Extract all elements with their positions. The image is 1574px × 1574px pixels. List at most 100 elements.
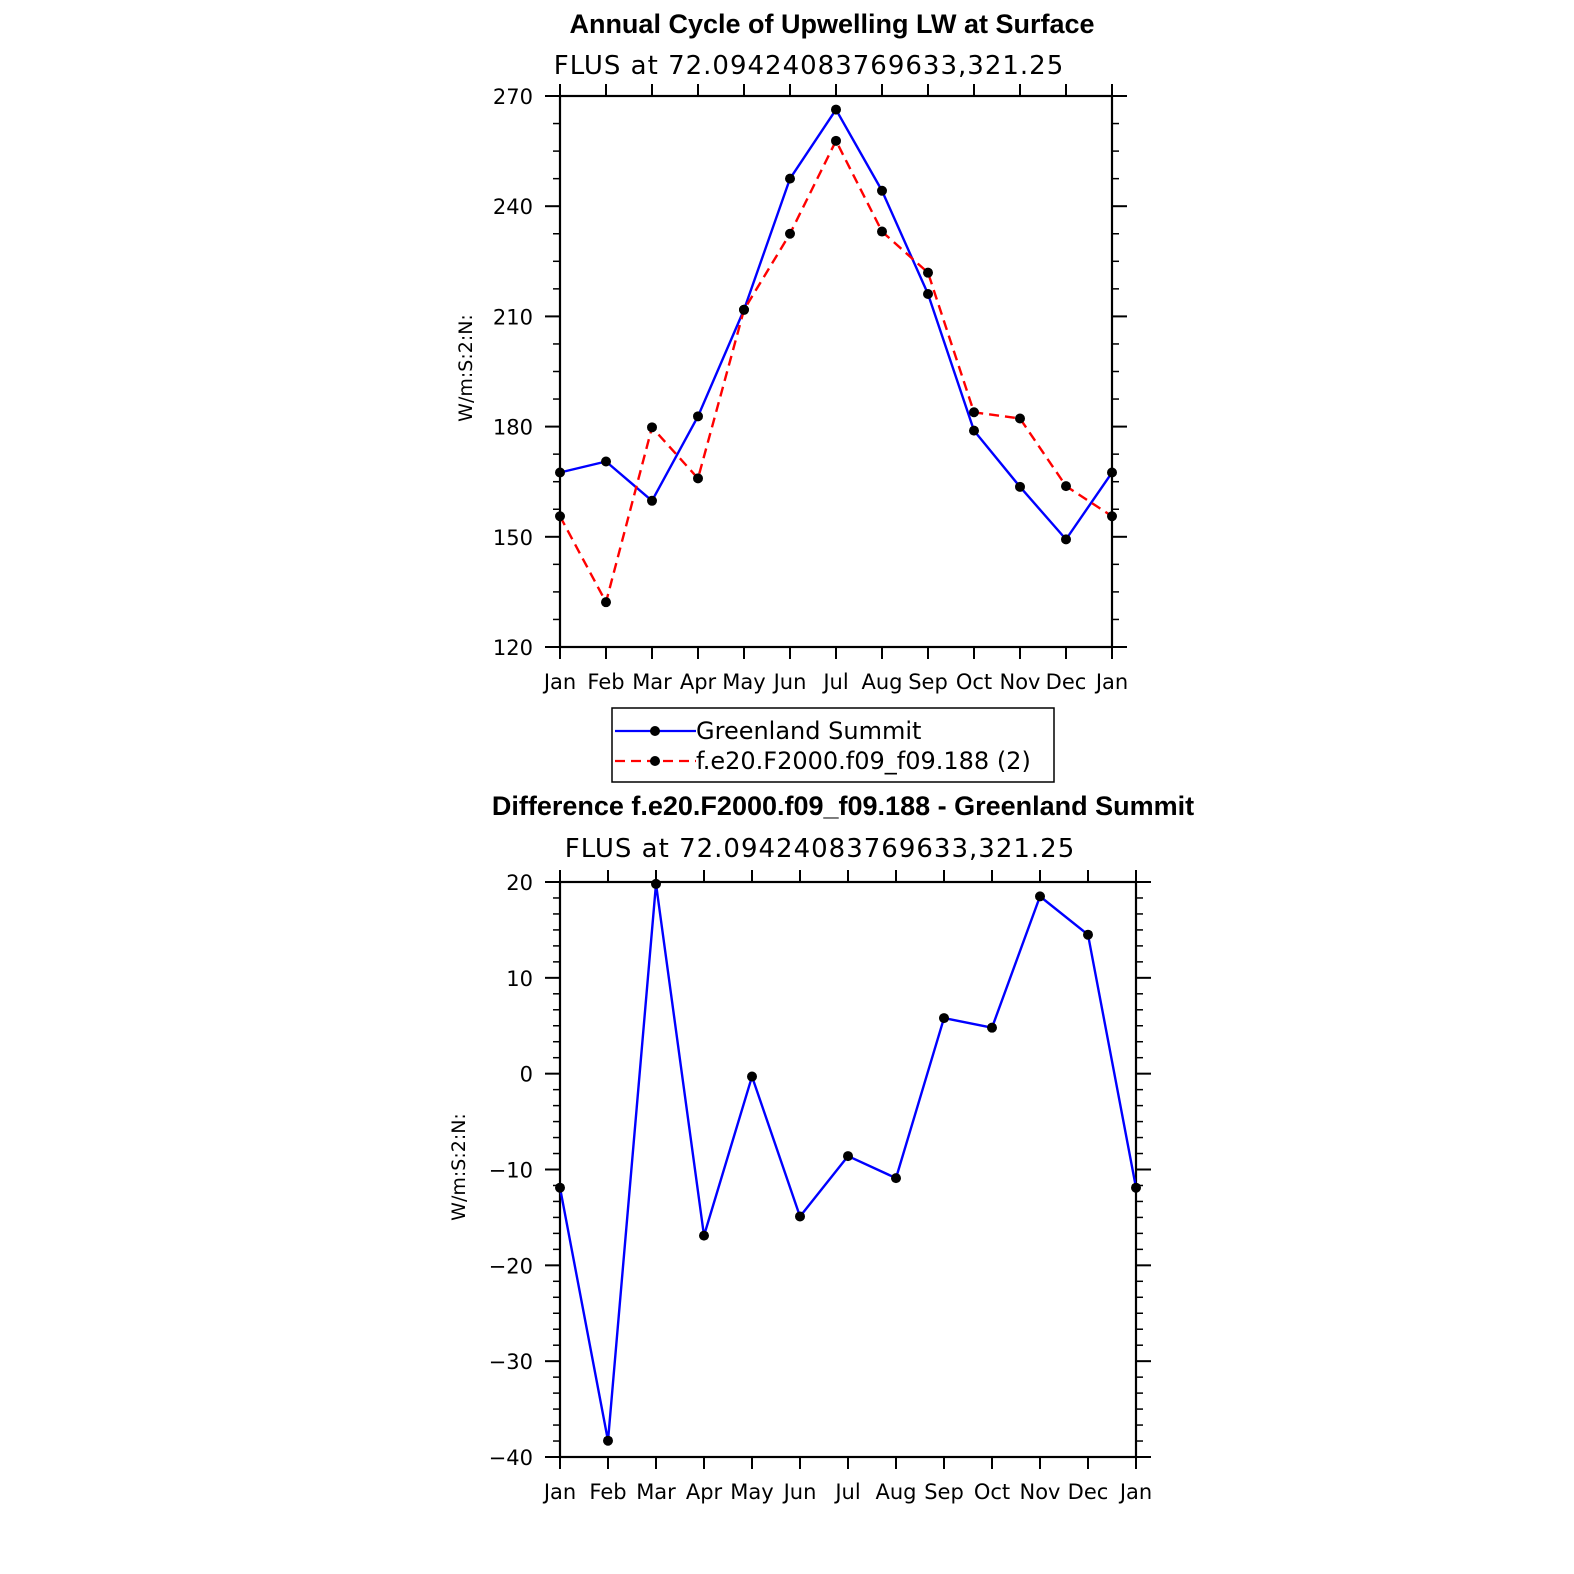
data-point [601, 597, 611, 608]
y-tick-label: 210 [493, 305, 533, 329]
series-group [555, 104, 1117, 608]
y-axis-label: W/m:S:2:N: [448, 1113, 470, 1221]
x-tick-label: Mar [632, 670, 672, 694]
data-point [785, 173, 795, 184]
data-point [795, 1211, 805, 1222]
y-tick-label: 120 [493, 636, 533, 660]
x-tick-label: Apr [680, 670, 717, 694]
x-tick-labels: Jan Feb Mar Apr May Jun Jul Aug Sep Oct Nov Dec Jan [542, 670, 1128, 694]
data-point [555, 1182, 565, 1193]
legend-marker-model [650, 756, 660, 766]
axes [545, 84, 1127, 659]
x-tick-label: Jun [782, 1480, 817, 1504]
y-tick-label: −40 [489, 1446, 533, 1470]
y-tick-label: −10 [489, 1159, 533, 1183]
data-point [969, 425, 979, 436]
data-point [693, 411, 703, 422]
data-point [601, 456, 611, 467]
axes [545, 870, 1151, 1469]
data-point [1061, 534, 1071, 545]
chart-title: Annual Cycle of Upwelling LW at Surface [569, 9, 1094, 39]
x-tick-label: Feb [587, 670, 624, 694]
y-tick-label: 270 [493, 85, 533, 109]
x-tick-label: Jan [1094, 670, 1128, 694]
data-point [923, 267, 933, 278]
data-point [739, 304, 749, 315]
x-tick-label: Aug [861, 670, 902, 694]
data-point [939, 1013, 949, 1024]
plot-frame [558, 880, 1138, 1459]
y-tick-label: 20 [506, 871, 533, 895]
x-tick-label: Nov [1000, 670, 1041, 694]
x-tick-label: Feb [589, 1480, 626, 1504]
x-tick-label: Sep [924, 1480, 964, 1504]
x-tick-label: May [722, 670, 765, 694]
x-tick-label: Nov [1020, 1480, 1061, 1504]
series-line [559, 108, 1113, 541]
x-tick-label: Oct [956, 670, 992, 694]
data-point [1131, 1182, 1141, 1193]
data-point [877, 185, 887, 196]
y-tick-labels: 120 150 180 210 240 270 [493, 85, 533, 660]
x-tick-label: Dec [1068, 1480, 1109, 1504]
x-tick-label: Jun [772, 670, 807, 694]
x-tick-label: Mar [636, 1480, 676, 1504]
x-tick-label: Jul [833, 1480, 860, 1504]
data-point [877, 226, 887, 237]
legend-label-model: f.e20.F2000.f09_f09.188 (2) [696, 747, 1031, 775]
data-point [555, 467, 565, 478]
x-tick-label: Sep [908, 670, 948, 694]
y-tick-label: −30 [489, 1350, 533, 1374]
y-tick-labels: −40 −30 −20 −10 0 10 20 [489, 871, 533, 1470]
y-tick-label: −20 [489, 1254, 533, 1278]
series-line [558, 882, 1138, 1442]
series-line [558, 139, 1113, 604]
legend-label-greenland: Greenland Summit [696, 717, 921, 745]
data-point [843, 1151, 853, 1162]
x-tick-label: Aug [875, 1480, 916, 1504]
data-point [785, 228, 795, 239]
y-tick-label: 0 [520, 1063, 533, 1087]
data-point [651, 878, 661, 889]
data-point [1015, 413, 1025, 424]
x-tick-label: Apr [686, 1480, 723, 1504]
chart-annual-cycle: Annual Cycle of Upwelling LW at Surface … [455, 9, 1128, 783]
legend-marker-greenland [650, 726, 660, 736]
data-point [891, 1173, 901, 1184]
data-point [831, 104, 841, 115]
x-tick-label: Jan [542, 670, 576, 694]
chart-subtitle: FLUS at 72.09424083769633,321.25 [565, 834, 1076, 864]
data-point [923, 288, 933, 299]
x-tick-label: Oct [974, 1480, 1010, 1504]
x-tick-labels: Jan Feb Mar Apr May Jun Jul Aug Sep Oct Nov Dec Jan [542, 1480, 1152, 1504]
data-point [831, 135, 841, 146]
data-point [1107, 511, 1117, 522]
data-point [699, 1230, 709, 1241]
data-point [603, 1435, 613, 1446]
x-tick-label: May [730, 1480, 773, 1504]
chart-difference: Difference f.e20.F2000.f09_f09.188 - Gre… [448, 791, 1194, 1504]
y-tick-label: 180 [493, 416, 533, 440]
data-point [1015, 481, 1025, 492]
x-tick-label: Jan [542, 1480, 576, 1504]
data-point [1083, 929, 1093, 940]
data-point [647, 495, 657, 506]
chart-subtitle: FLUS at 72.09424083769633,321.25 [554, 51, 1065, 81]
y-tick-label: 150 [493, 526, 533, 550]
y-axis-label: W/m:S:2:N: [455, 314, 477, 422]
plot-frame [558, 94, 1114, 649]
data-point [647, 422, 657, 433]
legend: Greenland Summit f.e20.F2000.f09_f09.188… [611, 707, 1055, 783]
data-point [747, 1071, 757, 1082]
x-tick-label: Jan [1118, 1480, 1152, 1504]
data-point [555, 511, 565, 522]
data-point [1107, 467, 1117, 478]
data-point [969, 407, 979, 418]
x-tick-label: Dec [1046, 670, 1087, 694]
series-group [555, 878, 1141, 1446]
x-tick-label: Jul [821, 670, 848, 694]
data-point [693, 473, 703, 484]
y-tick-label: 10 [506, 967, 533, 991]
y-tick-label: 240 [493, 195, 533, 219]
